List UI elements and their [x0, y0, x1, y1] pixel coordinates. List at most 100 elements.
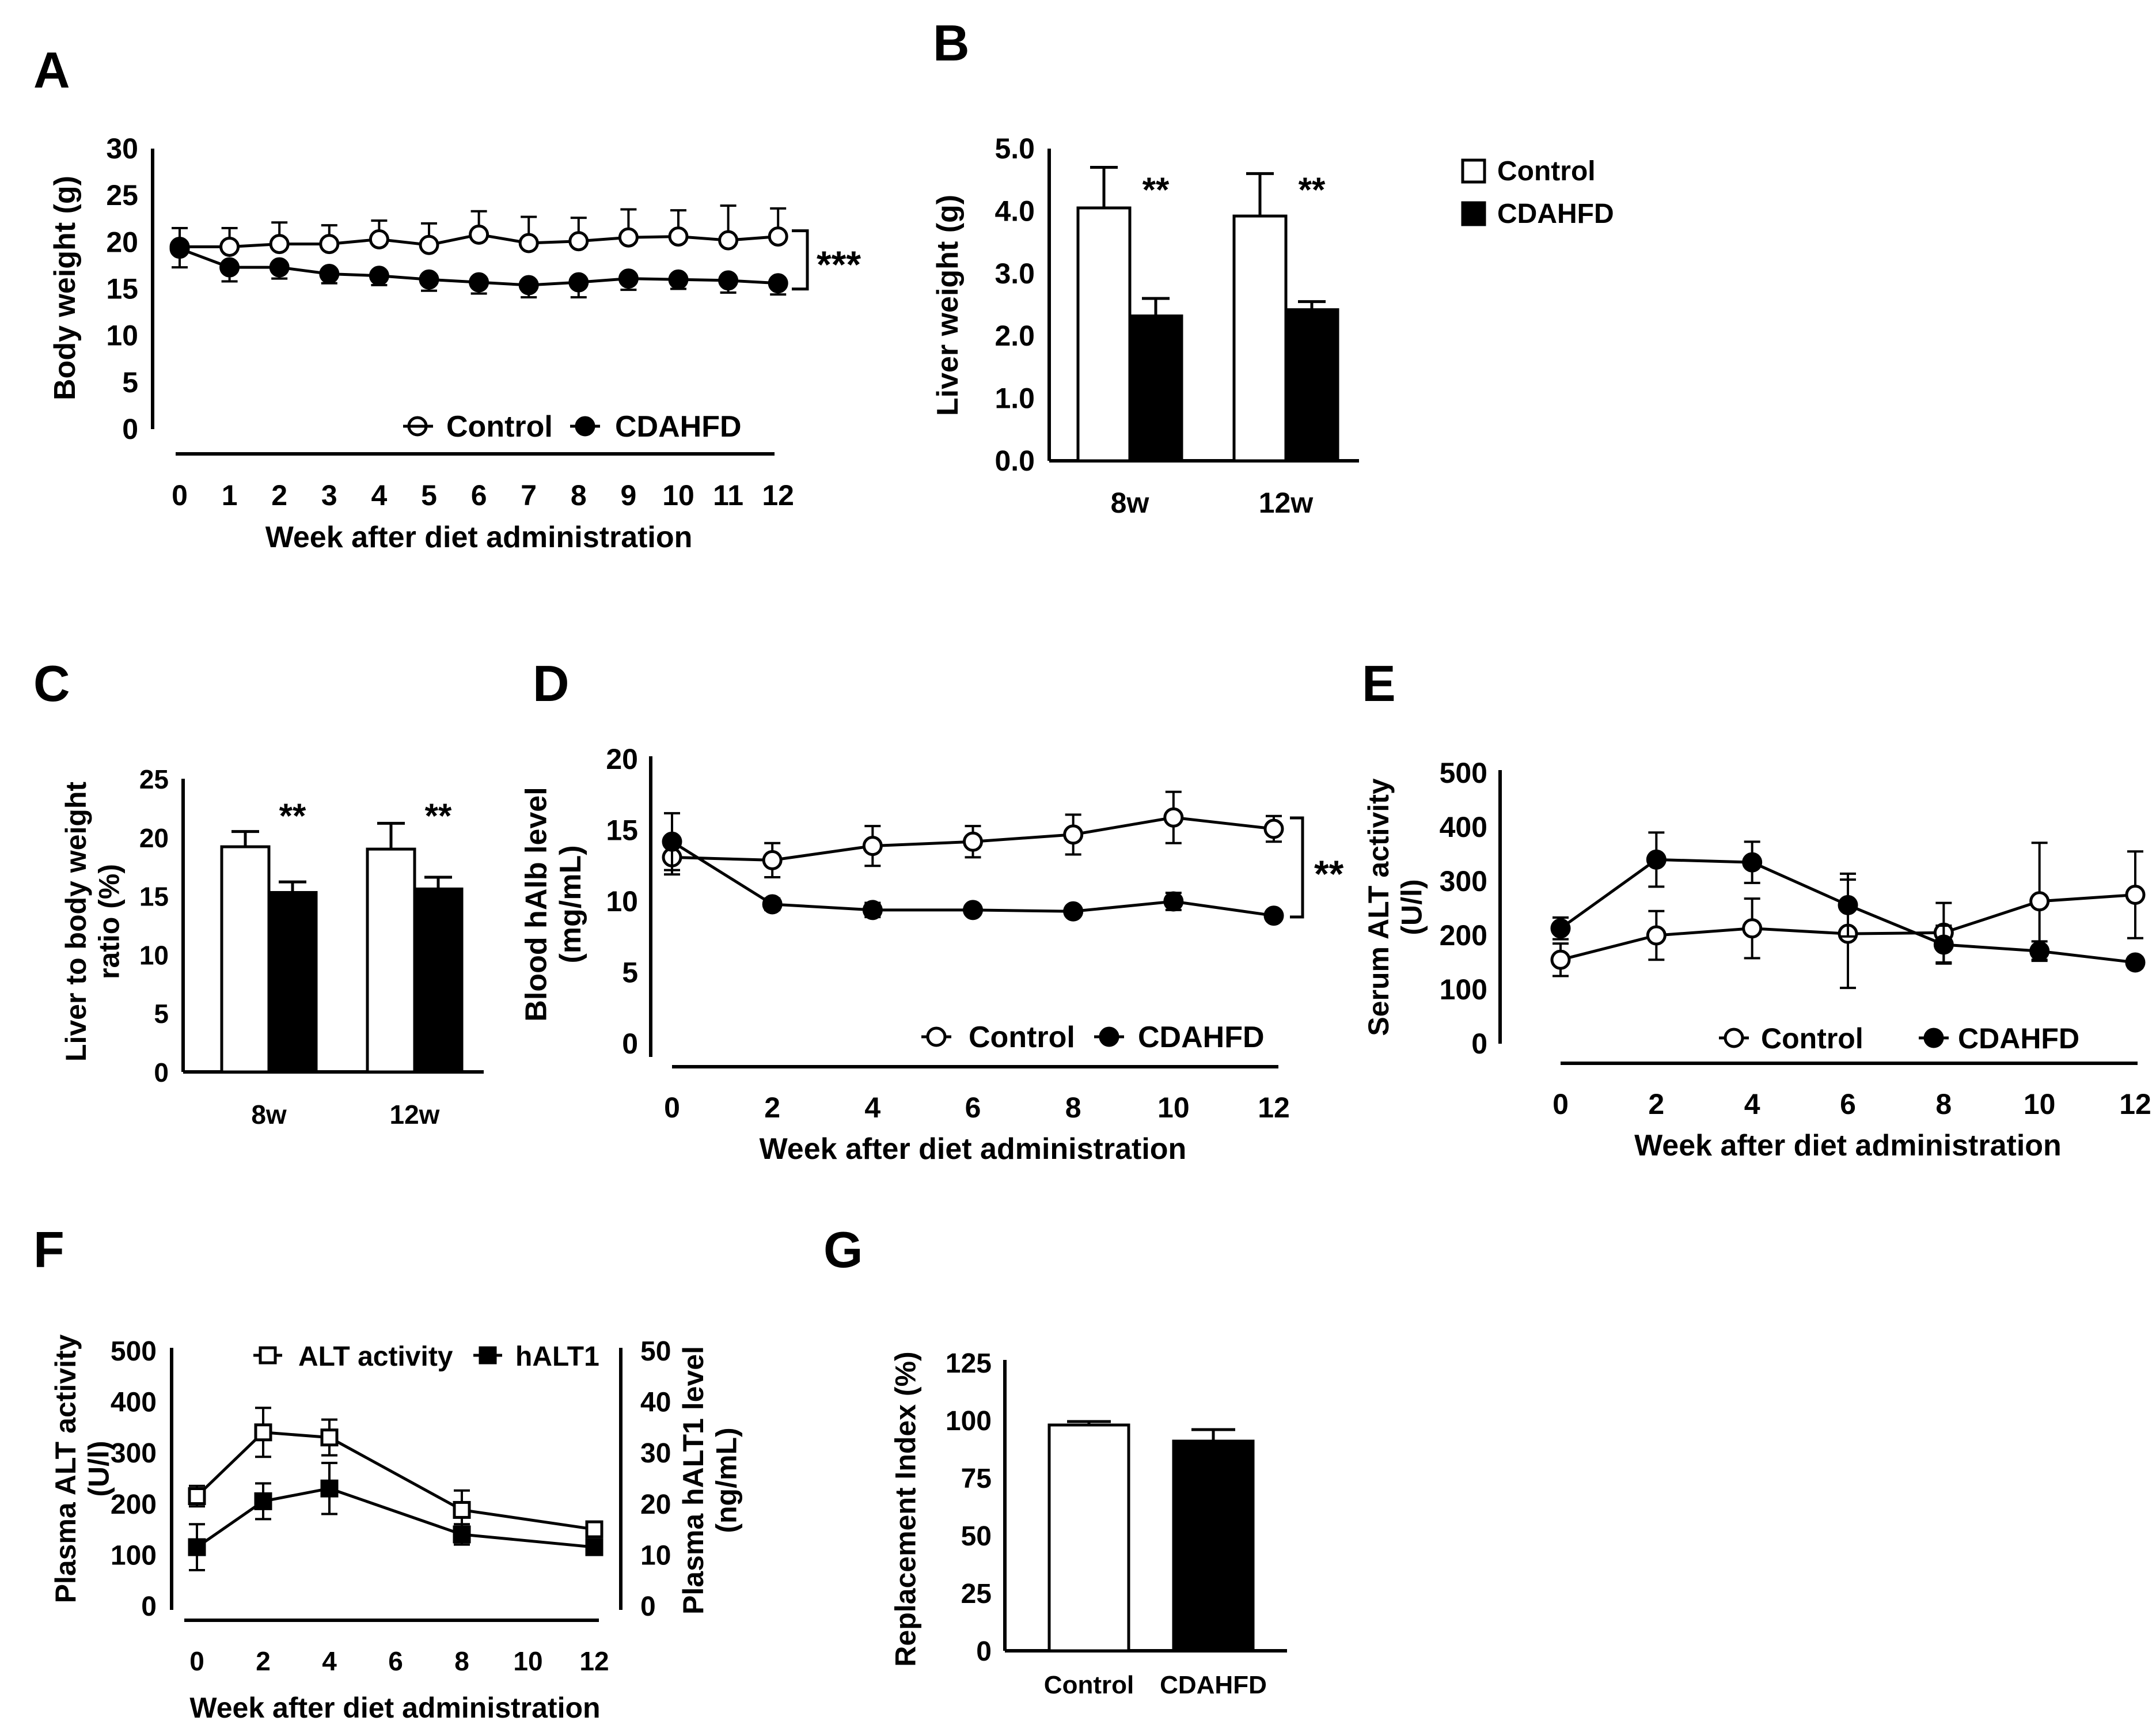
data-point [320, 1479, 339, 1498]
data-point [254, 1492, 272, 1510]
y-axis-label-line-0: Serum ALT activity [1362, 778, 1395, 1036]
legend-marker-cdahfd [1099, 1026, 1119, 1047]
data-point [585, 1538, 603, 1556]
data-point [188, 1487, 206, 1506]
y-axis-label: Liver to body weight ratio (%) [60, 782, 126, 1062]
data-point [2125, 952, 2146, 973]
data-point [1933, 934, 1954, 955]
series-cdahfd [169, 238, 788, 299]
legend-label-cdahfd: CDAHFD [1497, 199, 1614, 229]
data-point [419, 269, 439, 290]
y-axis-label-line-0: Replacement Index (%) [890, 1351, 922, 1666]
y-tick-label-left: 0 [141, 1591, 157, 1622]
data-point [518, 233, 539, 253]
legend-label-control: Control [446, 410, 553, 444]
y-tick-label: 10 [106, 320, 138, 352]
y-tick-label: 100 [946, 1406, 992, 1437]
significance-label: *** [817, 243, 861, 286]
y-tick-label: 15 [606, 814, 638, 847]
x-tick-label: 12 [2119, 1088, 2151, 1120]
data-point [1550, 918, 1571, 939]
panel-d: 0 5 10 15 20 0 2 4 6 8 10 12 Week after diet adminis… [519, 743, 1343, 1166]
panel-label-A: A [33, 41, 70, 98]
bar-control-12w [366, 821, 416, 1074]
x-tick-label: 0 [1553, 1088, 1569, 1120]
series-cdahfd [1550, 831, 2146, 973]
data-point [1163, 891, 1184, 912]
significance-label: ** [279, 797, 306, 835]
x-axis-label: Week after diet administration [1634, 1129, 2062, 1162]
panel-label-D: D [533, 655, 570, 712]
y-axis-label-right-line-1: (ng/mL) [710, 1427, 742, 1533]
data-point [568, 231, 589, 252]
significance-label: ** [1299, 170, 1326, 209]
y-axis-label-right-line-0: Plasma hALT1 level [677, 1346, 709, 1614]
data-point [963, 900, 983, 920]
x-tick-label: 12w [390, 1100, 440, 1130]
data-point [219, 257, 240, 278]
x-tick-label: 6 [1840, 1088, 1856, 1120]
y-tick-label: 5 [154, 999, 169, 1029]
data-point [269, 234, 290, 255]
y-tick-label-right: 0 [640, 1591, 656, 1622]
data-point [254, 1423, 272, 1442]
legend-label-control: Control [1761, 1022, 1863, 1055]
error-bar [1298, 300, 1326, 310]
y-axis-label-line-0: Body weight (g) [48, 176, 82, 400]
y-tick-label-right: 40 [640, 1388, 671, 1418]
error-bar [1142, 297, 1170, 316]
y-axis-label-line-0: Blood hAlb level [519, 787, 553, 1021]
bar [1232, 214, 1288, 463]
y-axis-label: Liver weight (g) [931, 195, 965, 416]
x-tick-label: 0 [189, 1646, 204, 1676]
series-cdahfd [662, 812, 1284, 926]
y-tick-label: 5.0 [995, 132, 1035, 165]
y-axis-label-left-line-0: Plasma ALT activity [50, 1334, 82, 1603]
y-tick-label: 10 [606, 885, 638, 918]
data-point [963, 831, 983, 852]
y-axis-label-right: Plasma hALT1 level (ng/mL) [677, 1346, 743, 1614]
bar [220, 845, 271, 1074]
data-point [2029, 941, 2050, 961]
x-tick-label: 12 [1258, 1091, 1290, 1124]
x-tick-label: 11 [713, 479, 743, 511]
y-tick-label: 15 [139, 882, 169, 912]
x-tick-label: 9 [620, 479, 636, 511]
x-tick-label: 6 [388, 1646, 403, 1676]
error-bar [1090, 166, 1118, 208]
significance-bracket [792, 229, 809, 291]
error-bar [377, 821, 405, 850]
data-point [1263, 905, 1284, 926]
data-point [618, 227, 639, 248]
x-tick-label: 10 [1157, 1091, 1190, 1124]
legend-marker-cdahfd [575, 416, 595, 437]
bar-cdahfd-8w [1128, 297, 1183, 463]
data-point [320, 1428, 339, 1447]
y-tick-label-left: 300 [111, 1438, 157, 1469]
error-bar [279, 880, 306, 893]
legend-label-cdahfd: CDAHFD [615, 410, 742, 444]
bar-control-12w [1232, 172, 1288, 463]
legend-marker-cdahfd [1923, 1028, 1944, 1048]
x-tick-label: 12 [579, 1646, 609, 1676]
y-axis-label-line-0: Liver to body weight [60, 782, 92, 1062]
data-point [862, 836, 883, 856]
significance-label: ** [1314, 852, 1344, 895]
x-tick-label: 4 [322, 1646, 337, 1676]
x-tick-label: 8 [1065, 1091, 1081, 1124]
x-tick-label: 0 [664, 1091, 680, 1124]
data-point [419, 234, 439, 255]
data-point [1163, 807, 1184, 828]
y-tick-label-right: 30 [640, 1438, 671, 1469]
data-point [668, 269, 689, 290]
bar [1128, 314, 1183, 463]
x-tick-label: 8w [251, 1100, 287, 1130]
panel-label-C: C [33, 655, 70, 712]
x-axis-label: Week after diet administration [265, 521, 693, 554]
legend-marker-halt1 [479, 1346, 497, 1365]
y-tick-label: 20 [606, 743, 638, 775]
y-tick-label: 15 [106, 273, 138, 305]
x-tick-label: 10 [2024, 1088, 2056, 1120]
